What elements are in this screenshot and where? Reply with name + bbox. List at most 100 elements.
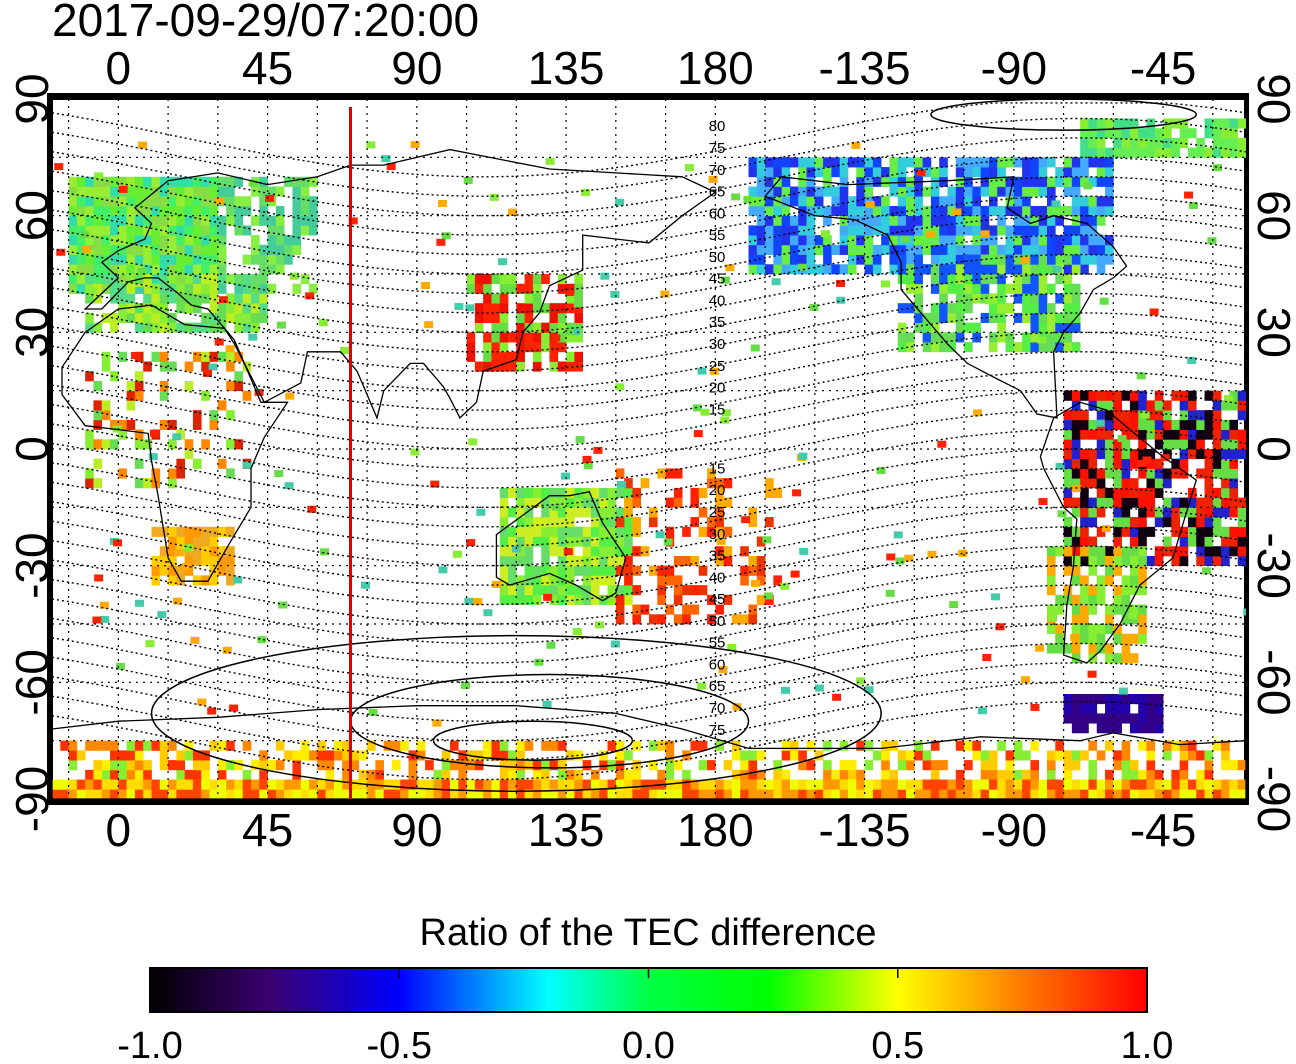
tec-cell <box>756 225 766 236</box>
tec-cell <box>988 244 998 255</box>
tec-cell <box>1030 235 1040 246</box>
tec-cell <box>1030 205 1040 217</box>
tec-cell <box>184 361 194 372</box>
tec-cell <box>1237 429 1246 440</box>
tec-cell <box>1171 740 1180 751</box>
tec-cell <box>707 789 716 799</box>
tec-cell <box>820 230 830 238</box>
tec-cell <box>1038 342 1048 353</box>
tec-cell <box>823 215 832 226</box>
tec-cell <box>557 769 567 780</box>
tec-cell <box>342 750 351 761</box>
tec-cell <box>715 507 724 518</box>
tec-cell <box>632 769 642 780</box>
tec-cell <box>541 487 550 498</box>
tec-cell <box>964 283 973 294</box>
tec-cell <box>68 750 78 761</box>
tec-cell <box>524 274 534 285</box>
tec-cell <box>134 380 144 392</box>
tec-cell <box>508 750 517 761</box>
tec-cell <box>93 380 103 392</box>
tec-cell <box>292 176 302 187</box>
tec-cell <box>1142 456 1152 464</box>
tec-cell <box>872 157 882 168</box>
tec-cell <box>93 196 103 207</box>
tec-cell <box>740 546 749 557</box>
tec-cell <box>1121 526 1131 537</box>
tec-cell <box>118 312 127 323</box>
tec-cell <box>168 740 177 751</box>
tec-cell <box>93 400 103 411</box>
tec-cell <box>68 196 78 207</box>
tec-cell <box>126 419 136 430</box>
tec-cell <box>997 283 1006 294</box>
tec-cell <box>524 536 534 547</box>
lon-tick-bottom: -135 <box>819 804 911 856</box>
tec-cell <box>300 215 310 226</box>
tec-cell <box>590 555 600 567</box>
tec-cell <box>93 186 103 197</box>
tec-cell <box>192 322 202 333</box>
tec-cell <box>947 235 957 246</box>
tec-cell <box>176 254 185 265</box>
tec-cell <box>574 487 583 498</box>
tec-cell <box>284 244 293 255</box>
tec-cell <box>1080 215 1089 226</box>
tec-cell <box>1138 575 1147 586</box>
tec-cell <box>458 769 467 780</box>
tec-cell <box>1052 265 1062 273</box>
tec-cell <box>906 254 915 265</box>
tec-cell <box>466 779 476 790</box>
tec-cell <box>1088 633 1098 644</box>
tec-cell <box>982 654 992 662</box>
tec-cell <box>914 196 923 207</box>
tec-cell <box>1080 176 1089 187</box>
tec-cell <box>1088 458 1098 469</box>
tec-cell <box>143 439 152 450</box>
tec-cell <box>748 614 758 625</box>
tec-cell <box>566 283 575 294</box>
tec-cell <box>1113 633 1122 644</box>
tec-cell <box>151 322 161 333</box>
tec-cell <box>566 517 575 528</box>
magnetic-contour <box>52 565 1246 645</box>
tec-cell <box>110 760 119 771</box>
tec-cell <box>300 789 310 799</box>
tec-cell <box>615 740 625 751</box>
tec-cell <box>723 789 733 799</box>
tec-cell <box>939 293 948 304</box>
tec-cell <box>615 779 625 790</box>
tec-cell <box>665 604 675 615</box>
tec-cell <box>1221 779 1230 790</box>
tec-cell <box>1129 604 1139 615</box>
tec-cell <box>1129 769 1139 780</box>
tec-cell <box>1063 303 1073 314</box>
tec-cell <box>955 293 965 304</box>
tec-cell <box>1138 694 1147 705</box>
lon-tick-top: 90 <box>391 42 442 94</box>
tec-cell <box>1179 555 1189 567</box>
tec-cell <box>988 342 998 353</box>
tec-cell <box>463 177 473 185</box>
tec-cell <box>184 789 194 799</box>
tec-cell <box>1063 176 1073 187</box>
tec-cell <box>1138 517 1147 528</box>
tec-cell <box>1187 449 1197 460</box>
tec-cell <box>168 293 177 304</box>
tec-cell <box>466 274 476 285</box>
tec-cell <box>806 264 816 275</box>
tec-cell <box>955 322 965 333</box>
tec-cell <box>1071 283 1081 294</box>
tec-cell <box>1237 555 1246 567</box>
tec-cell <box>234 205 244 217</box>
tec-cell <box>251 283 260 294</box>
magnetic-contour <box>52 409 1246 489</box>
tec-cell <box>930 769 940 780</box>
tec-cell <box>151 555 161 567</box>
tec-cell <box>723 555 733 567</box>
tec-cell <box>557 546 567 557</box>
tec-cell <box>284 235 293 246</box>
tec-cell <box>118 274 127 285</box>
tec-cell <box>151 740 161 751</box>
